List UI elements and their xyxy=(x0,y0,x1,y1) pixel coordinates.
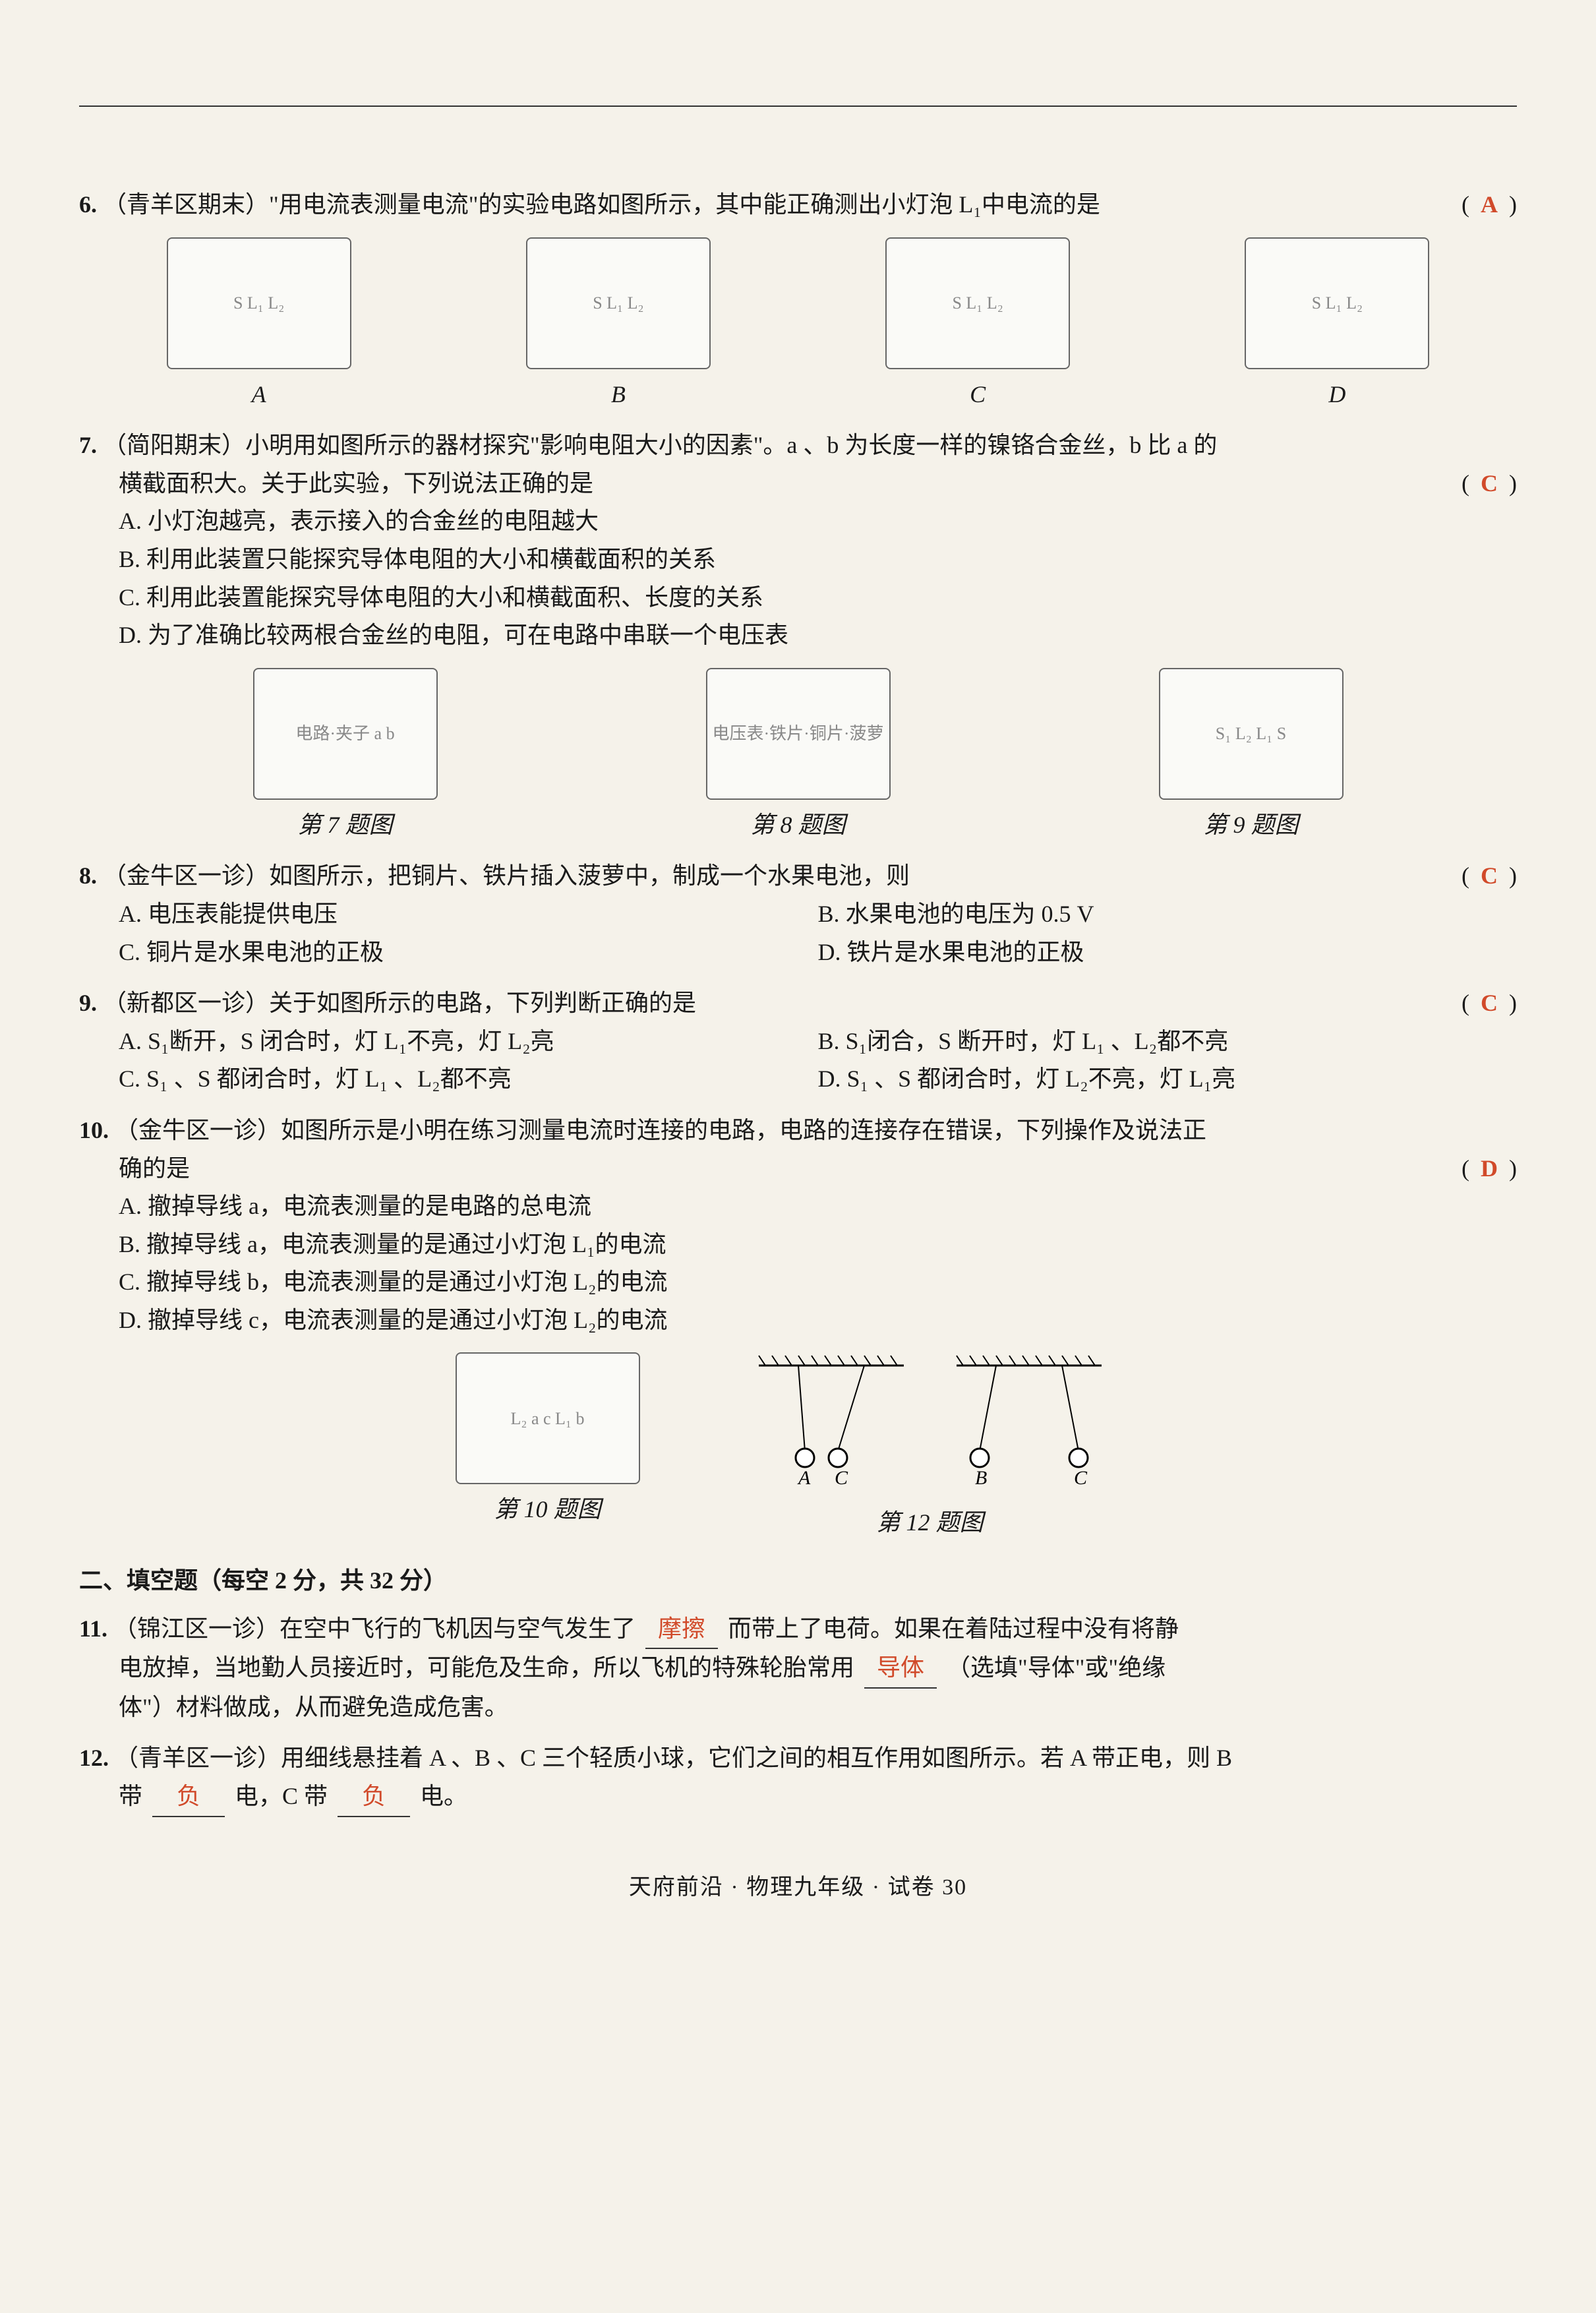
q7-options: A. 小灯泡越亮，表示接入的合金丝的电阻越大 B. 利用此装置只能探究导体电阻的… xyxy=(79,502,1517,654)
fig-8: 电压表·铁片·铜片·菠萝 第 8 题图 xyxy=(706,668,891,845)
q6-figs: S L₁ L₂ A S L₁ L₂ B S L₁ L₂ C S L₁ L₂ D xyxy=(79,237,1517,414)
q10-opt-b: B. 撤掉导线 a，电流表测量的是通过小灯泡 L₁的电流 xyxy=(119,1226,1517,1264)
q11-text4: （选填"导体"或"绝缘 xyxy=(947,1654,1166,1681)
svg-text:C: C xyxy=(835,1467,848,1489)
fig-9: S₁ L₂ L₁ S 第 9 题图 xyxy=(1159,668,1344,845)
q6-answer: A xyxy=(1481,191,1498,218)
q6-fig-c: S L₁ L₂ C xyxy=(885,237,1070,414)
circuit-icon: S L₁ L₂ xyxy=(885,237,1070,369)
figs-789: 电路·夹子 a b 第 7 题图 电压表·铁片·铜片·菠萝 第 8 题图 S₁ … xyxy=(119,668,1477,845)
circuit-icon: S L₁ L₂ xyxy=(167,237,351,369)
q8-opt-d: D. 铁片是水果电池的正极 xyxy=(818,934,1518,972)
figs-10-12: L₂ a c L₁ b 第 10 题图 A C xyxy=(79,1352,1517,1542)
q9-opt-d: D. S₁ 、S 都闭合时，灯 L₂不亮，灯 L₁亮 xyxy=(818,1060,1518,1098)
q7-paren: ( C ) xyxy=(1462,465,1517,503)
q10-opt-d: D. 撤掉导线 c，电流表测量的是通过小灯泡 L₂的电流 xyxy=(119,1302,1517,1340)
q11-text2: 而带上了电荷。如果在着陆过程中没有将静 xyxy=(728,1615,1179,1642)
q12-blank1: 负 xyxy=(152,1778,225,1817)
q6-fig-d: S L₁ L₂ D xyxy=(1245,237,1429,414)
svg-text:C: C xyxy=(1074,1467,1088,1489)
q10-stem1: （金牛区一诊）如图所示是小明在练习测量电流时连接的电路，电路的连接存在错误，下列… xyxy=(115,1117,1206,1143)
q6-paren: ( A ) xyxy=(1462,186,1517,224)
section-2-title: 二、填空题（每空 2 分，共 32 分） xyxy=(79,1562,1517,1600)
q6-num: 6. xyxy=(79,191,97,218)
q12-text2b: 电，C 带 xyxy=(235,1783,328,1809)
q7-opt-d: D. 为了准确比较两根合金丝的电阻，可在电路中串联一个电压表 xyxy=(119,616,1517,655)
q7-num: 7. xyxy=(79,432,97,458)
q9-answer: C xyxy=(1481,990,1498,1016)
q8-opt-a: A. 电压表能提供电压 xyxy=(119,895,818,934)
question-12: 12. （青羊区一诊）用细线悬挂着 A 、B 、C 三个轻质小球，它们之间的相互… xyxy=(79,1739,1517,1817)
fig-7: 电路·夹子 a b 第 7 题图 xyxy=(253,668,438,845)
q10-opt-c: C. 撤掉导线 b，电流表测量的是通过小灯泡 L₂的电流 xyxy=(119,1263,1517,1302)
q7-answer: C xyxy=(1481,470,1498,496)
q11-text1: （锦江区一诊）在空中飞行的飞机因与空气发生了 xyxy=(113,1615,635,1642)
q11-blank2: 导体 xyxy=(864,1649,937,1689)
svg-text:B: B xyxy=(975,1467,987,1489)
q9-options: A. S₁断开，S 闭合时，灯 L₁不亮，灯 L₂亮 B. S₁闭合，S 断开时… xyxy=(79,1023,1517,1098)
pendulum-icon: A C B C xyxy=(719,1352,1141,1497)
q10-stem2: 确的是 xyxy=(119,1155,190,1182)
question-7: 7. （简阳期末）小明用如图所示的器材探究"影响电阻大小的因素"。a 、b 为长… xyxy=(79,427,1517,655)
q9-opt-b: B. S₁闭合，S 断开时，灯 L₁ 、L₂都不亮 xyxy=(818,1023,1518,1061)
q12-num: 12. xyxy=(79,1745,109,1771)
q9-num: 9. xyxy=(79,990,97,1016)
circuit-icon: 电路·夹子 a b xyxy=(253,668,438,800)
q10-num: 10. xyxy=(79,1117,109,1143)
q10-options: A. 撤掉导线 a，电流表测量的是电路的总电流 B. 撤掉导线 a，电流表测量的… xyxy=(79,1187,1517,1339)
page-footer: 天府前沿 · 物理九年级 · 试卷 30 xyxy=(79,1870,1517,1906)
q11-text3: 电放掉，当地勤人员接近时，可能危及生命，所以飞机的特殊轮胎常用 xyxy=(119,1654,854,1681)
question-9: 9. （新都区一诊）关于如图所示的电路，下列判断正确的是 ( C ) A. S₁… xyxy=(79,984,1517,1098)
question-8: 8. （金牛区一诊）如图所示，把铜片、铁片插入菠萝中，制成一个水果电池，则 ( … xyxy=(79,857,1517,971)
q7-stem1: （简阳期末）小明用如图所示的器材探究"影响电阻大小的因素"。a 、b 为长度一样… xyxy=(103,432,1217,458)
q8-options: A. 电压表能提供电压 B. 水果电池的电压为 0.5 V C. 铜片是水果电池… xyxy=(79,895,1517,971)
circuit-icon: S L₁ L₂ xyxy=(1245,237,1429,369)
q7-stem2: 横截面积大。关于此实验，下列说法正确的是 xyxy=(119,470,593,496)
q8-answer: C xyxy=(1481,862,1498,889)
fig-12: A C B C 第 12 题图 xyxy=(719,1352,1141,1542)
q9-paren: ( C ) xyxy=(1462,984,1517,1023)
q8-stem: （金牛区一诊）如图所示，把铜片、铁片插入菠萝中，制成一个水果电池，则 xyxy=(103,862,910,889)
q6-fig-a: S L₁ L₂ A xyxy=(167,237,351,414)
question-10: 10. （金牛区一诊）如图所示是小明在练习测量电流时连接的电路，电路的连接存在错… xyxy=(79,1112,1517,1340)
q8-num: 8. xyxy=(79,862,97,889)
question-6: 6. （青羊区期末）"用电流表测量电流"的实验电路如图所示，其中能正确测出小灯泡… xyxy=(79,186,1517,413)
top-divider xyxy=(79,105,1517,107)
q8-paren: ( C ) xyxy=(1462,857,1517,895)
svg-text:A: A xyxy=(797,1467,811,1489)
q10-opt-a: A. 撤掉导线 a，电流表测量的是电路的总电流 xyxy=(119,1187,1517,1226)
circuit-icon: S L₁ L₂ xyxy=(526,237,711,369)
q7-opt-b: B. 利用此装置只能探究导体电阻的大小和横截面积的关系 xyxy=(119,541,1517,579)
q11-blank1: 摩擦 xyxy=(645,1610,718,1650)
q12-text2c: 电。 xyxy=(420,1783,467,1809)
q8-opt-b: B. 水果电池的电压为 0.5 V xyxy=(818,895,1518,934)
circuit-icon: S₁ L₂ L₁ S xyxy=(1159,668,1344,800)
q9-opt-c: C. S₁ 、S 都闭合时，灯 L₁ 、L₂都不亮 xyxy=(119,1060,818,1098)
q10-paren: ( D ) xyxy=(1462,1150,1517,1188)
q8-opt-c: C. 铜片是水果电池的正极 xyxy=(119,934,818,972)
q11-num: 11. xyxy=(79,1615,107,1642)
q7-opt-a: A. 小灯泡越亮，表示接入的合金丝的电阻越大 xyxy=(119,502,1517,541)
fig-10: L₂ a c L₁ b 第 10 题图 xyxy=(456,1352,640,1542)
q12-blank2: 负 xyxy=(338,1778,410,1817)
q12-text1: （青羊区一诊）用细线悬挂着 A 、B 、C 三个轻质小球，它们之间的相互作用如图… xyxy=(115,1745,1232,1771)
q6-fig-b: S L₁ L₂ B xyxy=(526,237,711,414)
q9-opt-a: A. S₁断开，S 闭合时，灯 L₁不亮，灯 L₂亮 xyxy=(119,1023,818,1061)
q9-stem: （新都区一诊）关于如图所示的电路，下列判断正确的是 xyxy=(103,990,696,1016)
question-11: 11. （锦江区一诊）在空中飞行的飞机因与空气发生了 摩擦 而带上了电荷。如果在… xyxy=(79,1610,1517,1727)
q7-opt-c: C. 利用此装置能探究导体电阻的大小和横截面积、长度的关系 xyxy=(119,579,1517,617)
circuit-icon: L₂ a c L₁ b xyxy=(456,1352,640,1484)
q12-text2a: 带 xyxy=(119,1783,142,1809)
q11-text5: 体"）材料做成，从而避免造成危害。 xyxy=(79,1689,1517,1727)
q6-stem: （青羊区期末）"用电流表测量电流"的实验电路如图所示，其中能正确测出小灯泡 L₁… xyxy=(103,191,1100,218)
voltmeter-icon: 电压表·铁片·铜片·菠萝 xyxy=(706,668,891,800)
q10-answer: D xyxy=(1481,1155,1498,1182)
